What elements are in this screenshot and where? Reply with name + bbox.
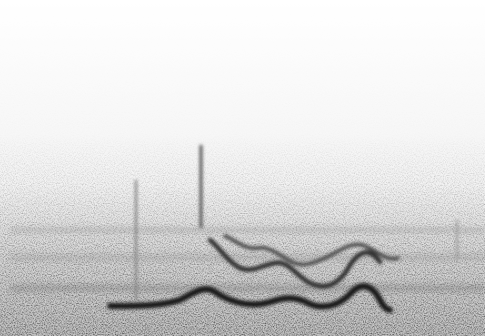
horizontal-bands [10, 228, 485, 291]
call-harmonics [107, 234, 400, 313]
vertical-clicks [134, 145, 458, 300]
